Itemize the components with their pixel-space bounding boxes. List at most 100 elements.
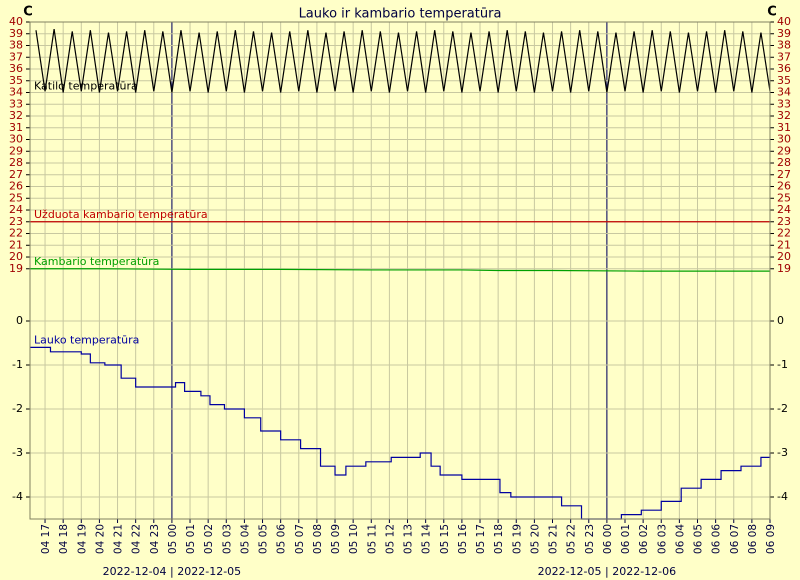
y-tick-label-left: -1 — [12, 358, 23, 371]
y-unit-right: C — [767, 5, 777, 20]
x-tick-label: 06 01 — [620, 524, 632, 554]
y-tick-label-left: 25 — [9, 191, 23, 204]
x-tick-label: 05 16 — [457, 524, 469, 554]
y-tick-label-left: 35 — [9, 74, 23, 87]
x-tick-label: 05 11 — [366, 524, 378, 554]
series-label: Katilo temperatūra — [34, 80, 138, 93]
x-tick-label: 05 19 — [511, 524, 523, 554]
y-tick-label-right: 23 — [777, 215, 791, 228]
y-tick-label-left: 28 — [9, 156, 23, 169]
y-tick-label-left: 38 — [9, 39, 23, 52]
y-tick-label-right: 26 — [777, 180, 791, 193]
y-tick-label-left: -3 — [12, 446, 23, 459]
x-tick-label: 05 06 — [276, 524, 288, 554]
y-tick-label-right: 32 — [777, 109, 791, 122]
x-tick-label: 05 10 — [348, 524, 360, 554]
y-tick-label-left: 32 — [9, 109, 23, 122]
x-tick-label: 04 20 — [94, 524, 106, 554]
x-tick-label: 06 02 — [638, 524, 650, 554]
y-tick-label-right: 40 — [777, 15, 791, 28]
y-tick-label-right: -4 — [777, 490, 788, 503]
y-tick-label-left: 37 — [9, 50, 23, 63]
y-tick-label-left: 31 — [9, 121, 23, 134]
y-tick-label-left: 34 — [9, 86, 23, 99]
series-line — [30, 268, 770, 272]
y-tick-label-right: 34 — [777, 86, 791, 99]
x-tick-label: 04 17 — [40, 524, 52, 554]
y-tick-label-left: 26 — [9, 180, 23, 193]
y-tick-label-left: 19 — [9, 262, 23, 275]
y-tick-label-left: -2 — [12, 402, 23, 415]
y-tick-label-right: 20 — [777, 250, 791, 263]
x-tick-label: 05 14 — [421, 524, 433, 554]
x-tick-label: 06 07 — [729, 524, 741, 554]
x-tick-label: 06 05 — [693, 524, 705, 554]
x-tick-label: 04 18 — [58, 524, 70, 554]
x-tick-label: 05 17 — [475, 524, 487, 554]
x-tick-label: 05 02 — [203, 524, 215, 554]
x-tick-label: 05 13 — [403, 524, 415, 554]
x-tick-label: 06 03 — [656, 524, 668, 554]
series-label: Užduota kambario temperatūra — [34, 208, 208, 221]
x-tick-label: 06 09 — [765, 524, 777, 554]
y-tick-label-left: 39 — [9, 27, 23, 40]
y-tick-label-right: 28 — [777, 156, 791, 169]
day-label: 2022-12-05 | 2022-12-06 — [538, 565, 677, 578]
x-tick-label: 04 22 — [131, 524, 143, 554]
day-label: 2022-12-04 | 2022-12-05 — [103, 565, 242, 578]
y-tick-label-right: -1 — [777, 358, 788, 371]
y-tick-label-left: 30 — [9, 133, 23, 146]
y-tick-label-left: 29 — [9, 144, 23, 157]
x-tick-label: 04 21 — [113, 524, 125, 554]
y-tick-label-right: 39 — [777, 27, 791, 40]
y-tick-label-right: 29 — [777, 144, 791, 157]
y-tick-label-left: 36 — [9, 62, 23, 75]
x-tick-label: 05 23 — [584, 524, 596, 554]
y-tick-label-right: 31 — [777, 121, 791, 134]
y-tick-label-left: 24 — [9, 203, 23, 216]
y-tick-label-right: 35 — [777, 74, 791, 87]
plot-frame — [29, 21, 771, 520]
x-tick-label: 05 09 — [330, 524, 342, 554]
series-line — [35, 28, 771, 93]
y-tick-label-right: 19 — [777, 262, 791, 275]
x-tick-label: 05 15 — [439, 524, 451, 554]
y-unit-left: C — [23, 5, 33, 20]
y-tick-label-right: 36 — [777, 62, 791, 75]
x-tick-label: 05 07 — [294, 524, 306, 554]
y-tick-label-left: 27 — [9, 168, 23, 181]
x-tick-label: 05 22 — [566, 524, 578, 554]
y-tick-label-right: 37 — [777, 50, 791, 63]
y-tick-label-left: -4 — [12, 490, 23, 503]
y-tick-label-right: 21 — [777, 238, 791, 251]
y-tick-label-left: 40 — [9, 15, 23, 28]
x-tick-label: 06 00 — [602, 524, 614, 554]
y-tick-label-right: -3 — [777, 446, 788, 459]
y-tick-label-right: 38 — [777, 39, 791, 52]
y-tick-label-right: 27 — [777, 168, 791, 181]
series-label: Kambario temperatūra — [34, 255, 159, 268]
y-tick-label-left: 22 — [9, 227, 23, 240]
x-tick-label: 05 08 — [312, 524, 324, 554]
y-tick-label-left: 23 — [9, 215, 23, 228]
x-tick-label: 05 05 — [258, 524, 270, 554]
y-tick-label-right: 24 — [777, 203, 791, 216]
x-tick-label: 04 19 — [76, 524, 88, 554]
y-tick-label-left: 21 — [9, 238, 23, 251]
x-tick-label: 05 00 — [167, 524, 179, 554]
y-tick-label-left: 20 — [9, 250, 23, 263]
series-line — [30, 346, 771, 520]
x-tick-label: 04 23 — [149, 524, 161, 554]
x-tick-label: 05 04 — [239, 524, 251, 554]
x-tick-label: 05 03 — [221, 524, 233, 554]
x-tick-label: 06 04 — [674, 524, 686, 554]
x-tick-label: 05 12 — [384, 524, 396, 554]
x-tick-label: 06 08 — [747, 524, 759, 554]
x-tick-label: 05 20 — [529, 524, 541, 554]
x-tick-label: 05 18 — [493, 524, 505, 554]
y-tick-label-right: 33 — [777, 97, 791, 110]
x-tick-label: 05 21 — [548, 524, 560, 554]
series-label: Lauko temperatūra — [34, 333, 139, 346]
